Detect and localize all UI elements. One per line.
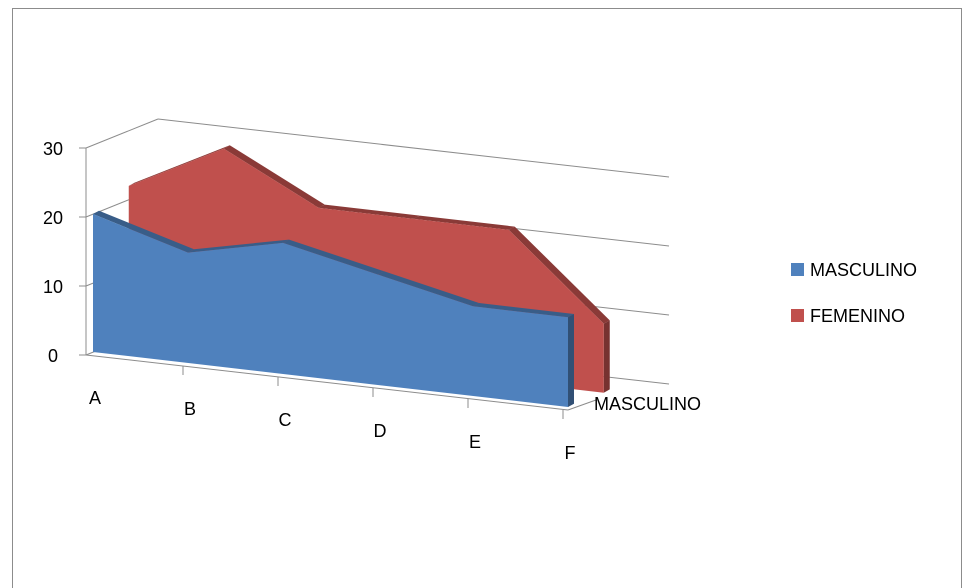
x-axis-line [85,354,569,411]
area-edge-masculino-1 [188,239,289,253]
area-edge-femenino-2 [318,204,420,219]
area-edge-masculino-2 [283,239,384,275]
x-tick-label: F [565,443,576,463]
depth-axis-line [567,399,598,411]
x-tick-label: C [279,410,292,430]
area-edge-femenino-0 [128,145,230,186]
depth-tick-label: MASCULINO [594,394,701,414]
y-tick-label: 0 [48,346,58,366]
area-edge-femenino-3 [413,215,515,230]
y-tick-label: 10 [43,277,63,297]
area-chart-3d: 0 10 20 30 A B C D E F MASCULINO MASCULINO FEMENI… [43,118,917,463]
x-tick-label: E [469,432,481,452]
chart-frame [12,8,962,588]
area-cap-femenino [603,320,610,393]
legend-label: MASCULINO [810,260,917,280]
legend-swatch [791,309,804,322]
axes [85,148,598,411]
depth-axis-ticks: MASCULINO [594,394,701,414]
legend-item: MASCULINO [791,260,917,280]
x-axis-ticks: A B C D E F [89,366,576,463]
series-masculino [93,210,574,407]
gridline-30 [85,118,670,178]
legend-swatch [791,263,804,276]
area-masculino [93,214,568,407]
y-tick-label: 20 [43,208,63,228]
area-edge-masculino-0 [93,210,194,253]
area-edge-masculino-3 [378,271,479,307]
legend-item: FEMENINO [791,306,905,326]
x-tick-label: D [374,421,387,441]
x-tick-label: B [184,399,196,419]
legend: MASCULINO FEMENINO [791,260,917,326]
legend-label: FEMENINO [810,306,905,326]
area-edge-femenino-1 [223,145,325,208]
y-tick-label: 30 [43,139,63,159]
x-tick-label: A [89,388,101,408]
area-cap-masculino [568,314,574,407]
y-axis-ticks: 0 10 20 30 [43,139,86,366]
area-edge-masculino-4 [473,303,574,318]
area-edge-femenino-4 [508,226,610,324]
